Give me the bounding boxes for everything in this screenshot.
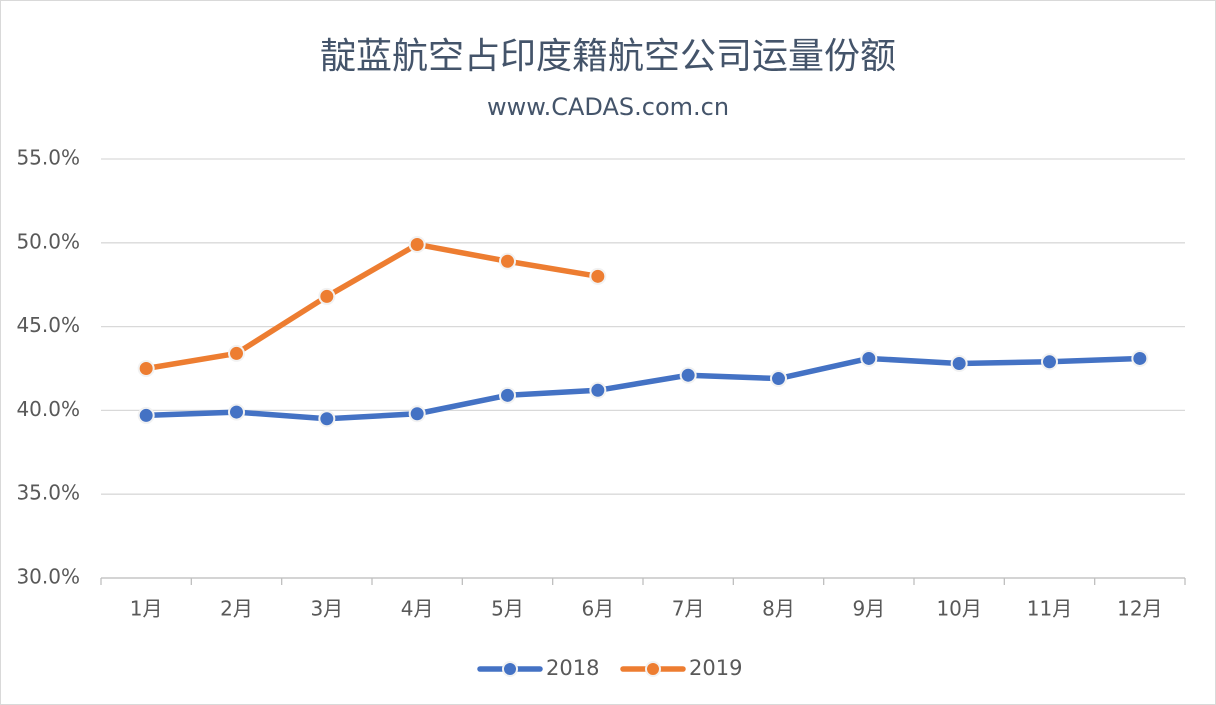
chart-title: 靛蓝航空占印度籍航空公司运量份额	[320, 36, 896, 77]
data-point	[318, 287, 336, 305]
data-point	[1041, 353, 1058, 371]
legend-label: 2018	[546, 656, 599, 680]
x-tick-label: 6月	[581, 597, 614, 621]
x-tick-label: 1月	[130, 597, 163, 621]
series-line	[143, 355, 1143, 422]
x-tick-label: 7月	[672, 597, 705, 621]
data-point	[589, 381, 607, 399]
x-tick-label: 10月	[936, 597, 981, 621]
data-point	[137, 406, 155, 424]
chart-subtitle: www.CADAS.com.cn	[487, 93, 729, 121]
x-tick-label: 5月	[491, 597, 524, 621]
y-tick-label: 50.0%	[16, 229, 80, 253]
data-point	[408, 235, 426, 253]
y-tick-label: 55.0%	[16, 146, 80, 170]
data-point	[228, 344, 245, 362]
x-tick-label: 11月	[1027, 597, 1072, 621]
x-tick-label: 9月	[852, 597, 885, 621]
y-tick-label: 40.0%	[16, 397, 80, 421]
x-tick-label: 8月	[762, 597, 795, 621]
data-point	[860, 349, 878, 367]
data-point	[499, 386, 516, 404]
data-point	[589, 267, 607, 285]
y-tick-label: 45.0%	[16, 313, 80, 337]
data-point	[228, 403, 245, 421]
data-point	[950, 354, 968, 372]
data-point	[499, 252, 516, 270]
series-line	[143, 241, 601, 372]
data-point	[679, 366, 697, 384]
data-point	[408, 405, 426, 423]
legend-marker	[645, 661, 661, 677]
data-point	[1131, 349, 1149, 367]
x-tick-label: 4月	[401, 597, 434, 621]
data-point	[770, 370, 787, 388]
x-tick-label: 3月	[310, 597, 343, 621]
data-point	[318, 410, 336, 428]
x-tick-label: 2月	[220, 597, 253, 621]
legend-label: 2019	[689, 656, 742, 680]
data-point	[137, 360, 155, 377]
y-tick-label: 35.0%	[16, 481, 80, 505]
y-tick-label: 30.0%	[16, 565, 80, 589]
x-tick-label: 12月	[1117, 597, 1162, 621]
legend-marker	[502, 661, 518, 677]
